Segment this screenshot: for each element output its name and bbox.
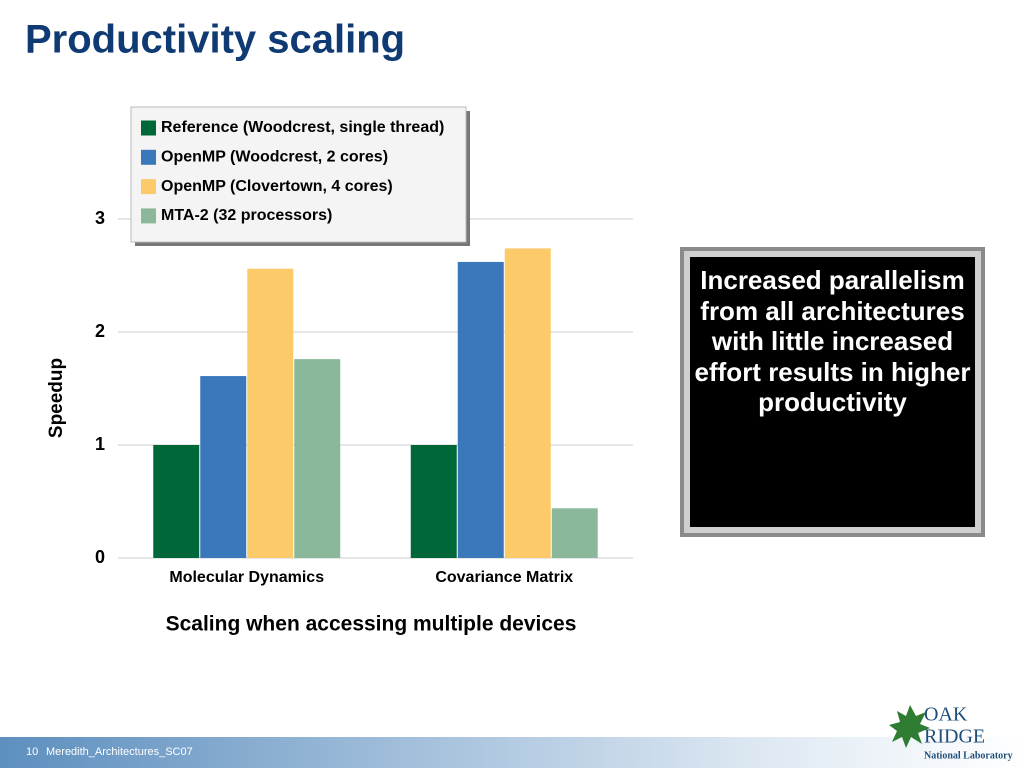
logo-ridge: RIDGE <box>924 726 985 748</box>
callout-box <box>690 257 975 527</box>
bar <box>504 248 551 558</box>
legend-swatch <box>141 208 156 224</box>
bar <box>153 445 200 558</box>
legend-swatch <box>141 149 156 165</box>
footer-text: Meredith_Architectures_SC07 <box>46 746 193 758</box>
y-tick-label: 3 <box>95 208 105 228</box>
legend-label: OpenMP (Woodcrest, 2 cores) <box>161 149 388 166</box>
bar <box>200 376 247 558</box>
legend-label: OpenMP (Clovertown, 4 cores) <box>161 178 393 195</box>
bar <box>551 508 598 558</box>
x-tick-label: Molecular Dynamics <box>169 569 324 586</box>
logo-oak: OAK <box>924 704 968 726</box>
legend-label: MTA-2 (32 processors) <box>161 207 332 224</box>
callout-text: Increased parallelism from all architect… <box>694 265 971 417</box>
bar <box>247 268 294 558</box>
footer-bar <box>0 737 1024 768</box>
y-tick-label: 0 <box>95 547 105 567</box>
bar <box>294 359 341 558</box>
slide-title: Productivity scaling <box>25 18 405 62</box>
logo-leaf <box>889 705 930 748</box>
legend-label: Reference (Woodcrest, single thread) <box>161 119 444 136</box>
y-tick-label: 1 <box>95 434 105 454</box>
logo-lab: National Laboratory <box>924 750 1013 761</box>
y-tick-label: 2 <box>95 321 105 341</box>
bar <box>410 445 457 558</box>
legend-swatch <box>141 120 156 136</box>
y-axis-label: Speedup <box>46 358 67 438</box>
x-tick-label: Covariance Matrix <box>435 569 573 586</box>
x-axis-label: Scaling when accessing multiple devices <box>166 613 577 636</box>
legend-swatch <box>141 179 156 195</box>
page-number: 10 <box>26 746 38 758</box>
bar <box>457 261 504 558</box>
legend-box <box>130 106 467 243</box>
